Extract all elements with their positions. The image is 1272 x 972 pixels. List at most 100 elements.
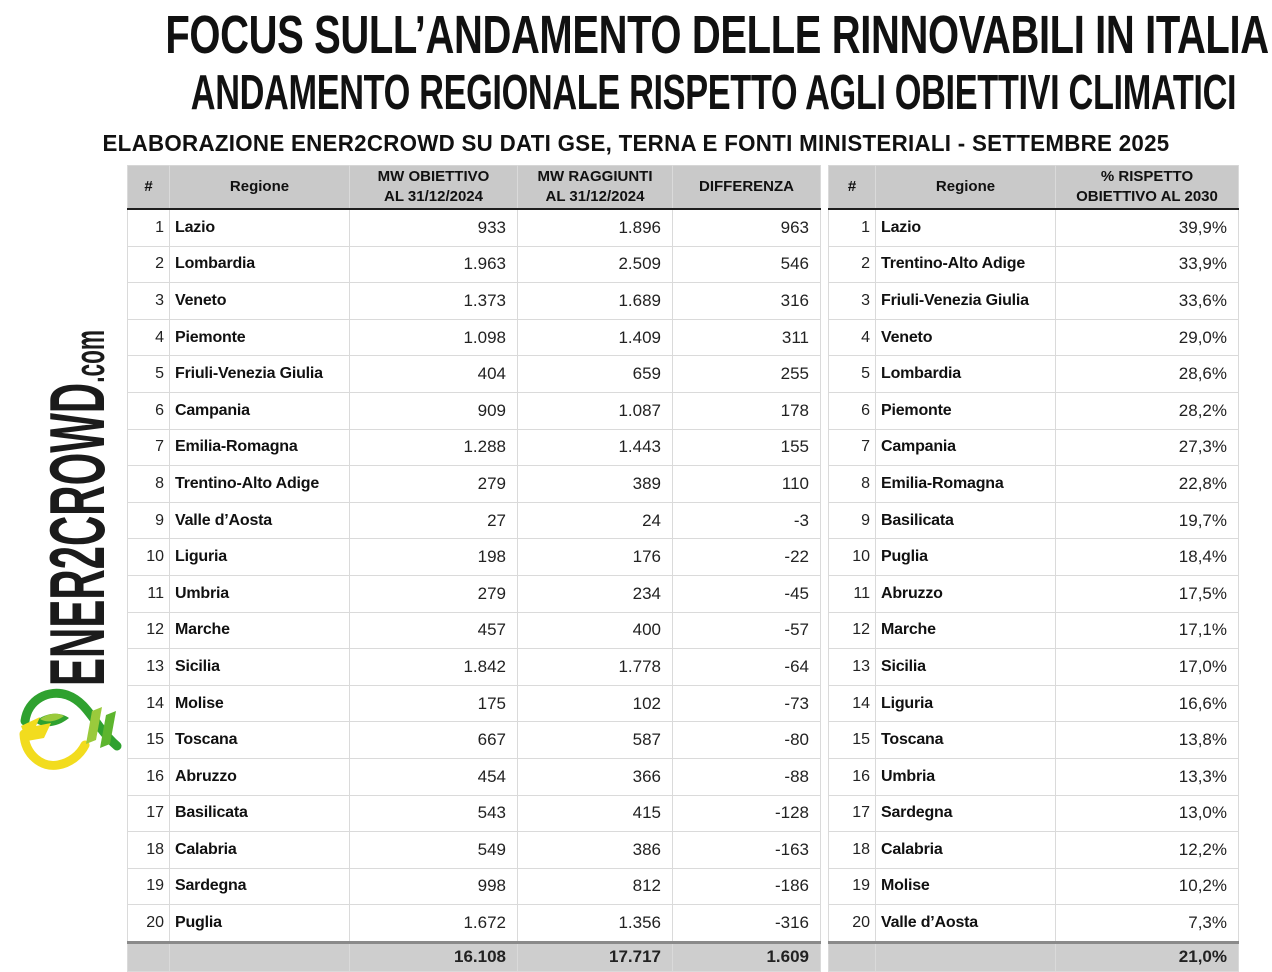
region-cell: Liguria (169, 538, 350, 576)
value-cell: 13,8% (1055, 721, 1239, 759)
value-cell: 457 (349, 611, 518, 650)
value-cell: 404 (349, 355, 518, 393)
value-cell: 1.778 (517, 648, 673, 686)
value-cell: 812 (517, 867, 673, 906)
table-row: 8 Emilia-Romagna 22,8% (828, 465, 1239, 503)
value-cell: 366 (517, 757, 673, 796)
value-cell: 1.356 (517, 904, 673, 943)
total-cell (828, 940, 876, 972)
region-cell: Sicilia (169, 648, 350, 686)
value-cell: 389 (517, 465, 673, 503)
total-cell: 21,0% (1055, 940, 1239, 972)
region-cell: Valle d’Aosta (875, 904, 1056, 943)
value-cell: -3 (672, 501, 821, 540)
region-cell: Umbria (169, 574, 350, 613)
value-cell: 1.443 (517, 428, 673, 467)
region-cell: Toscana (169, 721, 350, 759)
region-cell: Liguria (875, 684, 1056, 723)
table-row: 11 Abruzzo 17,5% (828, 574, 1239, 613)
table-row: 16 Abruzzo 454 366 -88 (127, 757, 821, 796)
rank-cell: 17 (828, 794, 876, 833)
region-cell: Toscana (875, 721, 1056, 759)
value-cell: 279 (349, 465, 518, 503)
rank-cell: 12 (828, 611, 876, 650)
table-row: 7 Campania 27,3% (828, 428, 1239, 467)
rank-cell: 5 (828, 355, 876, 393)
rank-cell: 17 (127, 794, 170, 833)
value-cell: 279 (349, 574, 518, 613)
value-cell: 33,6% (1055, 282, 1239, 320)
table-row: 10 Puglia 18,4% (828, 538, 1239, 576)
value-cell: 2.509 (517, 245, 673, 284)
table-row: 9 Valle d’Aosta 27 24 -3 (127, 501, 821, 540)
page-title: FOCUS SULL’ANDAMENTO DELLE RINNOVABILI I… (165, 5, 1269, 65)
value-cell: 415 (517, 794, 673, 833)
table-row: 7 Emilia-Romagna 1.288 1.443 155 (127, 428, 821, 467)
value-cell: 175 (349, 684, 518, 723)
rank-cell: 14 (828, 684, 876, 723)
value-cell: 13,0% (1055, 794, 1239, 833)
rank-cell: 12 (127, 611, 170, 650)
value-cell: 39,9% (1055, 208, 1239, 247)
table-row: 20 Puglia 1.672 1.356 -316 (127, 904, 821, 943)
value-cell: 1.689 (517, 282, 673, 320)
value-cell: 7,3% (1055, 904, 1239, 943)
table-row: 1 Lazio 933 1.896 963 (127, 208, 821, 247)
value-cell: 102 (517, 684, 673, 723)
table-row: 18 Calabria 549 386 -163 (127, 831, 821, 869)
table-row: 8 Trentino-Alto Adige 279 389 110 (127, 465, 821, 503)
table-row: 20 Valle d’Aosta 7,3% (828, 904, 1239, 943)
table-row: 14 Liguria 16,6% (828, 684, 1239, 723)
column-header: Regione (875, 165, 1056, 210)
table-row: 9 Basilicata 19,7% (828, 501, 1239, 540)
table-row: 10 Liguria 198 176 -22 (127, 538, 821, 576)
value-cell: 27,3% (1055, 428, 1239, 467)
value-cell: 1.672 (349, 904, 518, 943)
table-row: 6 Piemonte 28,2% (828, 391, 1239, 430)
value-cell: 17,1% (1055, 611, 1239, 650)
table-row: 19 Molise 10,2% (828, 867, 1239, 906)
value-cell: -45 (672, 574, 821, 613)
rank-cell: 10 (127, 538, 170, 576)
rank-cell: 6 (828, 391, 876, 430)
column-header: MW RAGGIUNTI AL 31/12/2024 (517, 165, 673, 210)
value-cell: -73 (672, 684, 821, 723)
value-cell: -57 (672, 611, 821, 650)
rank-cell: 14 (127, 684, 170, 723)
value-cell: 667 (349, 721, 518, 759)
tables-area: # Regione MW OBIETTIVO AL 31/12/2024 MW RAG… (127, 165, 1239, 972)
table-row: 4 Veneto 29,0% (828, 318, 1239, 357)
value-cell: 16,6% (1055, 684, 1239, 723)
region-cell: Molise (169, 684, 350, 723)
value-cell: 546 (672, 245, 821, 284)
value-cell: 17,5% (1055, 574, 1239, 613)
column-header: Regione (169, 165, 350, 210)
table-row: 12 Marche 457 400 -57 (127, 611, 821, 650)
rank-cell: 20 (127, 904, 170, 943)
region-cell: Lombardia (169, 245, 350, 284)
total-cell: 1.609 (672, 940, 821, 972)
value-cell: 1.963 (349, 245, 518, 284)
value-cell: -128 (672, 794, 821, 833)
region-cell: Lazio (169, 208, 350, 247)
value-cell: 400 (517, 611, 673, 650)
rank-cell: 8 (828, 465, 876, 503)
value-cell: 311 (672, 318, 821, 357)
table-row: 13 Sicilia 1.842 1.778 -64 (127, 648, 821, 686)
region-cell: Puglia (875, 538, 1056, 576)
column-header: # (828, 165, 876, 210)
value-cell: 24 (517, 501, 673, 540)
value-cell: 1.842 (349, 648, 518, 686)
table-row: 5 Friuli-Venezia Giulia 404 659 255 (127, 355, 821, 393)
table-row: 11 Umbria 279 234 -45 (127, 574, 821, 613)
value-cell: -80 (672, 721, 821, 759)
rank-cell: 13 (127, 648, 170, 686)
percent-2030-table: # Regione% RISPETTO OBIETTIVO AL 2030 1 Laz… (828, 165, 1239, 972)
rank-cell: 19 (828, 867, 876, 906)
value-cell: -316 (672, 904, 821, 943)
rank-cell: 1 (127, 208, 170, 247)
region-cell: Sardegna (169, 867, 350, 906)
mw-progress-table: # Regione MW OBIETTIVO AL 31/12/2024 MW RAG… (127, 165, 821, 972)
region-cell: Piemonte (169, 318, 350, 357)
value-cell: 12,2% (1055, 831, 1239, 869)
